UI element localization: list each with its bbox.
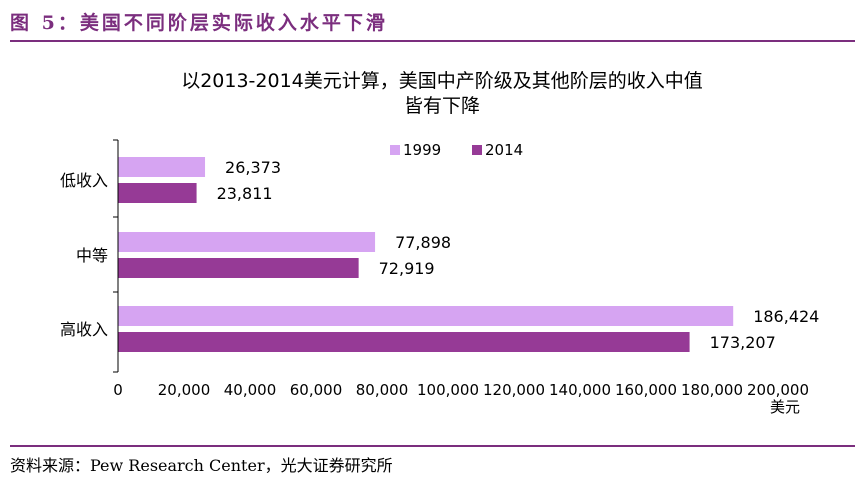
data-label: 173,207 <box>710 333 776 352</box>
x-tick-label: 100,000 <box>417 381 479 399</box>
data-label: 72,919 <box>379 259 435 278</box>
bar-1999 <box>118 306 734 326</box>
source-divider <box>10 445 855 447</box>
chart-title-line-1: 以2013-2014美元计算，美国中产阶级及其他阶层的收入中值 <box>181 70 703 92</box>
figure-caption: 图 5：美国不同阶层实际收入水平下滑 <box>10 12 388 34</box>
data-label: 26,373 <box>225 158 281 177</box>
bars-group: 26,373 77,898 186,424 23,811 72,919 173,207 <box>118 157 819 352</box>
source-note: 资料来源：Pew Research Center，光大证券研究所 <box>10 456 393 475</box>
bar-2014 <box>118 332 690 352</box>
x-axis-label: 美元 <box>770 398 800 416</box>
data-label: 77,898 <box>395 233 451 252</box>
category-label: 中等 <box>76 246 108 265</box>
legend-swatch-1999 <box>390 145 400 155</box>
category-label: 低收入 <box>60 171 108 190</box>
x-tick-label: 40,000 <box>224 381 277 399</box>
bar-1999 <box>118 157 206 177</box>
bar-1999 <box>118 232 376 252</box>
legend-label: 1999 <box>403 141 441 159</box>
x-tick-label: 200,000 <box>747 381 809 399</box>
x-tick-label: 60,000 <box>290 381 343 399</box>
x-tick-label: 0 <box>113 381 123 399</box>
legend-label: 2014 <box>485 141 523 159</box>
x-tick-label: 180,000 <box>681 381 743 399</box>
caption-divider <box>10 40 855 42</box>
category-label: 高收入 <box>60 320 108 339</box>
x-tick-label: 140,000 <box>549 381 611 399</box>
bar-2014 <box>118 258 359 278</box>
x-tick-label: 80,000 <box>356 381 409 399</box>
chart-legend: 1999 2014 <box>390 141 523 159</box>
data-label: 23,811 <box>217 184 273 203</box>
data-label: 186,424 <box>753 307 819 326</box>
x-tick-label: 20,000 <box>158 381 211 399</box>
x-tick-label: 160,000 <box>615 381 677 399</box>
bar-2014 <box>118 183 197 203</box>
income-bar-chart: 以2013-2014美元计算，美国中产阶级及其他阶层的收入中值 皆有下降 199… <box>60 70 819 416</box>
chart-title-line-2: 皆有下降 <box>404 95 480 117</box>
legend-swatch-2014 <box>472 145 482 155</box>
x-tick-label: 120,000 <box>483 381 545 399</box>
